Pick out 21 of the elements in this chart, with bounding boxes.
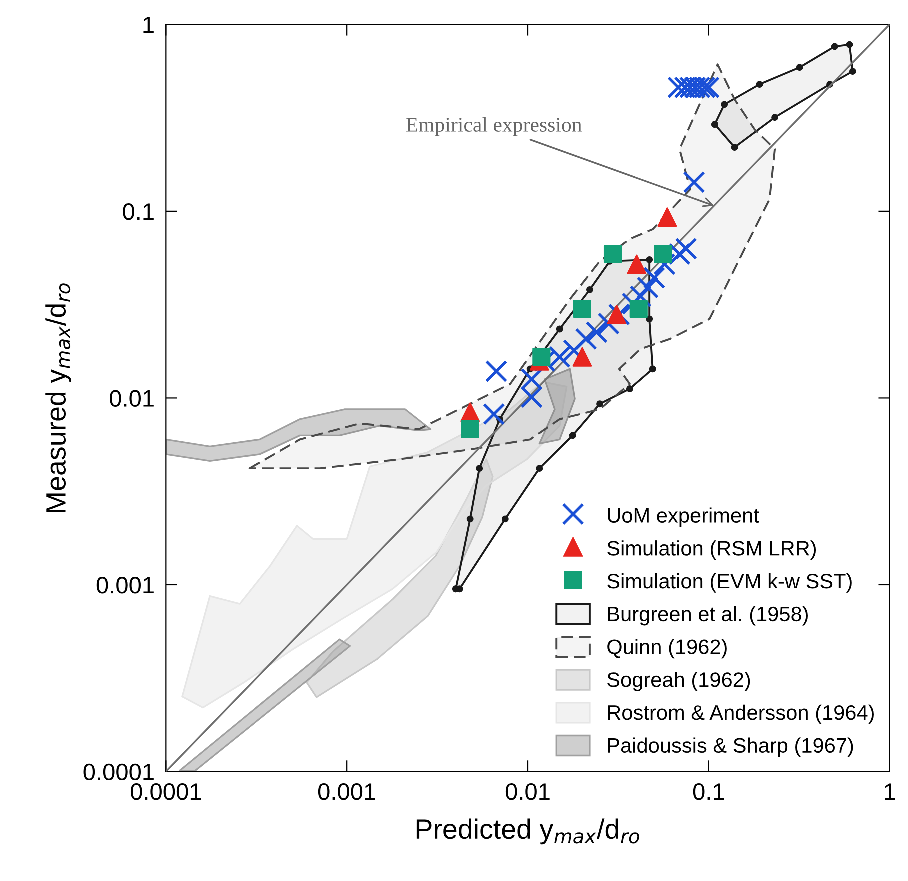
legend-label: Sogreah (1962) — [608, 672, 750, 692]
x-tick-label: 0.1 — [693, 783, 724, 800]
y-tick-label: 0.0001 — [84, 764, 154, 781]
legend-label: Quinn (1962) — [608, 639, 727, 659]
legend-label: UoM experiment — [608, 508, 760, 528]
x-axis-title: Predicted y$_{max}$/d$_{ro}$ — [416, 818, 640, 845]
y-axis-title: Measured y$_{max}$/d$_{ro}$ — [46, 284, 72, 512]
series-label: Burgreen et al. (1958) — [608, 606, 808, 626]
y-tick-label: 0.001 — [96, 577, 154, 594]
legend-label: Simulation (RSM LRR) — [608, 540, 816, 560]
x-tick-label: 0.01 — [506, 783, 550, 800]
x-tick-label: 0.001 — [318, 783, 376, 800]
x-tick-label: 1 — [885, 784, 896, 800]
annotation: Empirical expression — [406, 117, 582, 136]
legend-label: Rostrom & Andersson (1964) — [608, 704, 874, 724]
y-tick-label: 1 — [144, 16, 154, 34]
x-tick-label: 0.0001 — [130, 783, 202, 800]
legend-label: Paidoussis & Sharp (1967) — [608, 738, 854, 758]
y-tick-label: 0.1 — [123, 204, 154, 220]
y-tick-label: 0.01 — [110, 390, 154, 407]
legend-label: Simulation (EVM k-w SST) — [608, 573, 852, 593]
